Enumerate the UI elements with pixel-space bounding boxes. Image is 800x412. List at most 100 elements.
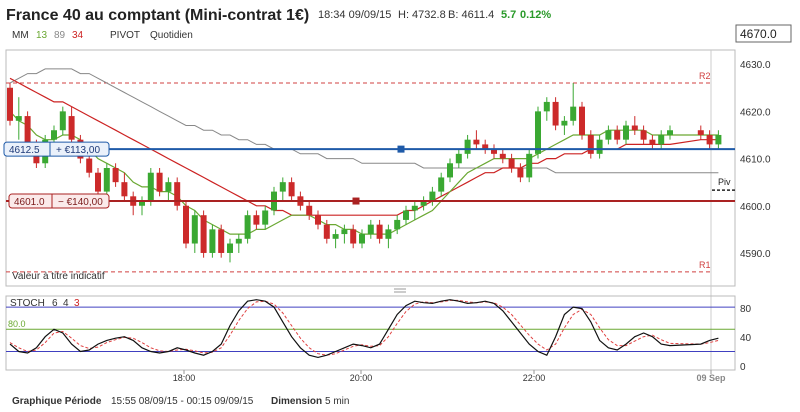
current-price-label: 4670.0 — [740, 27, 777, 41]
candle — [112, 163, 119, 187]
candle — [543, 97, 550, 121]
candle — [315, 210, 321, 230]
candle — [473, 130, 480, 150]
x-tick-label: 09 Sep — [696, 373, 726, 383]
candle — [279, 177, 286, 202]
stoch-k-line — [9, 299, 719, 359]
candle — [103, 163, 110, 197]
candle — [438, 172, 445, 197]
candle — [235, 234, 242, 253]
candle — [376, 219, 383, 244]
position-short-tag[interactable]: 4601.0 − €140,00 — [8, 193, 110, 209]
pivot-r1-label: R1 — [699, 260, 711, 270]
candle — [165, 177, 172, 202]
quote-change-pct: 0.12% — [520, 9, 551, 21]
position-long-tag[interactable]: 4612.5 + €113,00 — [3, 141, 110, 157]
candle — [526, 149, 533, 183]
quote-low: B: 4611.4 — [448, 9, 494, 21]
candle — [200, 210, 207, 258]
quote-time: 18:34 09/09/15 — [318, 9, 391, 21]
candle — [244, 210, 251, 244]
panel-splitter[interactable] — [394, 288, 406, 293]
price-y-tick: 4620.0 — [740, 107, 771, 118]
candle — [253, 210, 260, 230]
stoch-label: STOCH — [10, 298, 45, 309]
candle — [156, 168, 163, 197]
footer-period-value: 15:55 08/09/15 - 00:15 09/09/15 — [111, 396, 254, 407]
candle — [455, 149, 462, 168]
candle — [288, 177, 295, 202]
candle — [332, 229, 339, 249]
pivot-levels: R2 R1 Piv — [6, 71, 735, 273]
candle — [579, 101, 585, 140]
price-y-tick: 4610.0 — [740, 155, 771, 166]
candle — [508, 153, 515, 173]
candle — [605, 125, 612, 145]
ma-period-slow: 89 — [54, 30, 66, 41]
candle — [631, 116, 638, 135]
stoch-levels — [6, 306, 735, 352]
candle — [7, 83, 13, 126]
candle — [464, 134, 471, 159]
x-tick-label: 20:00 — [350, 373, 373, 383]
stoch-lines — [9, 299, 719, 359]
candle — [649, 134, 656, 150]
candle — [209, 224, 216, 258]
pivot-label: PIVOT — [110, 30, 140, 41]
ma-period-mid: 34 — [72, 30, 84, 41]
x-tick-label: 18:00 — [173, 373, 196, 383]
candle — [570, 83, 577, 126]
position-short-marker[interactable] — [352, 197, 360, 205]
candle — [420, 196, 427, 211]
candle — [667, 125, 673, 140]
candle — [614, 125, 621, 145]
candle — [323, 219, 330, 244]
price-panel — [5, 49, 736, 287]
candle — [706, 130, 713, 150]
candle — [15, 97, 22, 140]
x-tick-label: 22:00 — [523, 373, 546, 383]
candle — [130, 191, 137, 216]
candle — [306, 201, 313, 220]
candle — [191, 210, 198, 253]
stoch-ytick: 80 — [740, 304, 752, 315]
pivot-r2-label: R2 — [699, 71, 711, 81]
candle — [227, 238, 233, 263]
stoch-param-k: 6 — [52, 298, 58, 309]
position-long-marker[interactable] — [397, 145, 405, 153]
candle — [95, 168, 101, 197]
candle — [86, 153, 93, 178]
candle — [262, 205, 269, 230]
stoch-param-slow: 3 — [74, 298, 80, 309]
candle — [552, 97, 559, 131]
candle — [429, 186, 436, 206]
candle — [218, 224, 225, 258]
position-short-pnl: − €140,00 — [58, 197, 103, 208]
candle — [147, 168, 154, 206]
candle — [403, 205, 409, 225]
stoch-d-line — [9, 299, 719, 356]
candle — [587, 130, 594, 159]
current-price-box — [735, 24, 792, 43]
candle — [491, 144, 497, 159]
candle — [561, 116, 568, 135]
position-short-price: 4601.0 — [14, 197, 45, 208]
candle — [341, 224, 348, 244]
disclaimer: Valeur à titre indicatif — [12, 271, 105, 282]
position-long-price: 4612.5 — [9, 145, 40, 156]
candle — [183, 201, 189, 249]
candle — [535, 106, 541, 159]
candle — [697, 125, 704, 140]
position-long-pnl: + €113,00 — [56, 145, 100, 156]
candle — [715, 130, 722, 150]
ma89-line — [9, 68, 719, 174]
pivot-piv-label: Piv — [718, 177, 731, 187]
ma-period-fast: 13 — [36, 30, 48, 41]
candle — [596, 134, 603, 159]
footer-dimension-label: Dimension — [271, 396, 322, 407]
candle — [367, 219, 374, 239]
candle — [658, 130, 665, 150]
stoch-param-d: 4 — [63, 298, 69, 309]
candle — [139, 196, 145, 216]
